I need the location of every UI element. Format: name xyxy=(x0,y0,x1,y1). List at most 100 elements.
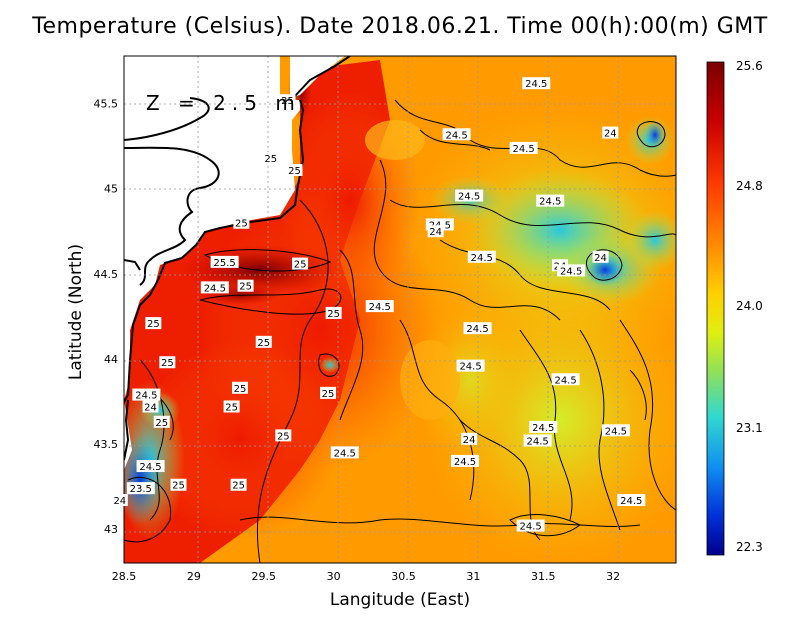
contour-label-bg xyxy=(223,400,240,413)
contour-label: 25 xyxy=(286,163,303,177)
contour-label: 25 xyxy=(320,386,337,400)
contour-label-text: 24 xyxy=(144,402,157,413)
contour-label-text: 24.5 xyxy=(204,283,226,294)
contour-label-text: 25 xyxy=(239,282,252,293)
x-tick-label: 30 xyxy=(327,570,341,583)
contour-label: 24.5 xyxy=(509,141,538,155)
x-tick-labels: 28.5 29 29.5 30 30.5 31 31.5 32 xyxy=(112,570,620,583)
contour-label: 25 xyxy=(145,317,162,330)
contour-label-text: 25 xyxy=(257,338,270,349)
contour-label: 25 xyxy=(233,216,250,230)
contour-label-bg xyxy=(132,388,161,401)
contour-label-bg xyxy=(617,494,646,507)
contour-label-text: 25 xyxy=(281,96,294,107)
contour-label-bg xyxy=(522,77,551,90)
contour-label: 24.5 xyxy=(365,300,394,313)
contour-label: 24.5 xyxy=(617,494,646,507)
contour-label-text: 25 xyxy=(264,154,277,165)
contour-label: 25 xyxy=(230,478,247,492)
contour-label-bg xyxy=(153,415,170,428)
contour-label: 24.5 xyxy=(463,322,492,335)
contour-label-text: 24.5 xyxy=(334,448,356,459)
contour-label-text: 24.5 xyxy=(369,302,391,313)
contour-label-text: 24.5 xyxy=(620,496,642,507)
contour-label: 25 xyxy=(262,152,279,165)
chart-title: Temperature (Celsius). Date 2018.06.21. … xyxy=(32,14,768,39)
colorbar-label: 25.6 xyxy=(736,59,763,73)
contour-label-text: 24.5 xyxy=(458,192,480,203)
contour-label-bg xyxy=(592,250,609,263)
contour-label: 24.5 xyxy=(557,264,586,277)
contour-label-text: 25 xyxy=(147,319,160,330)
contour-label-text: 25 xyxy=(277,431,290,442)
x-tick-label: 31.5 xyxy=(531,570,556,583)
x-tick-label: 32 xyxy=(606,570,620,583)
y-tick-label: 45.5 xyxy=(94,98,119,111)
contour-label-text: 24 xyxy=(594,253,607,264)
contour-label-text: 24.5 xyxy=(454,457,476,468)
contour-label-bg xyxy=(536,194,565,207)
contour-label-bg xyxy=(237,279,254,292)
contour-label-bg xyxy=(145,317,162,330)
contour-label-bg xyxy=(136,460,165,473)
contour-label-text: 23.5 xyxy=(130,484,152,495)
contour-label: 24 xyxy=(427,225,444,238)
contour-label-bg xyxy=(142,400,159,413)
contour-label: 24.5 xyxy=(456,359,485,373)
contour-label-bg xyxy=(159,356,176,369)
contour-label-bg xyxy=(461,432,478,445)
contour-label-bg xyxy=(442,128,471,141)
contour-label: 24.5 xyxy=(523,434,552,448)
contour-label-text: 24 xyxy=(463,435,476,446)
contour-label-bg xyxy=(427,225,444,238)
contour-label: 24.5 xyxy=(551,373,580,386)
contour-label: 25 xyxy=(231,381,248,395)
x-tick-label: 29 xyxy=(187,570,201,583)
contour-label-text: 24.5 xyxy=(539,197,561,208)
contour-label-bg xyxy=(463,322,492,335)
contour-label: 25 xyxy=(255,335,272,349)
contour-label: 24.5 xyxy=(455,189,484,203)
y-tick-label: 44.5 xyxy=(94,268,119,281)
contour-label: 24.5 xyxy=(132,388,161,402)
x-tick-label: 31 xyxy=(466,570,480,583)
contour-label-text: 25 xyxy=(172,481,185,492)
contour-label-bg xyxy=(233,216,250,229)
contour-label-bg xyxy=(279,94,296,107)
contour-label-text: 25 xyxy=(322,389,335,400)
contour-label-bg xyxy=(523,434,552,447)
contour-label: 25.5 xyxy=(210,255,239,269)
contour-label-bg xyxy=(320,386,337,399)
colorbar-label: 22.3 xyxy=(736,540,763,554)
contour-label-text: 25.5 xyxy=(213,258,235,269)
colorbar xyxy=(706,61,725,556)
contour-label: 24.5 xyxy=(601,424,630,437)
contour-label-text: 24.5 xyxy=(520,522,542,533)
contour-label-text: 24.5 xyxy=(445,130,467,141)
depth-label: Z = 2.5 m xyxy=(146,91,301,115)
contour-label-bg xyxy=(262,152,279,165)
contour-label: 24 xyxy=(111,494,128,507)
contour-label: 24.5 xyxy=(516,519,545,533)
y-axis-label: Latitude (North) xyxy=(66,243,86,381)
contour-label: 25 xyxy=(170,478,187,492)
contour-label-text: 25 xyxy=(327,309,340,320)
contour-label: 25 xyxy=(223,400,240,413)
y-tick-label: 43 xyxy=(104,523,118,536)
contour-label-text: 25 xyxy=(288,166,301,177)
contour-label-bg xyxy=(230,478,247,491)
contour-label-bg xyxy=(200,281,229,294)
contour-label: 24.5 xyxy=(467,250,496,264)
contour-label-text: 25 xyxy=(161,358,174,369)
contour-label-bg xyxy=(467,250,496,263)
contour-label: 25 xyxy=(153,415,170,429)
contour-label-bg xyxy=(231,381,248,394)
contour-label: 25 xyxy=(237,279,254,293)
contour-label-text: 24.5 xyxy=(554,375,576,386)
contour-label-bg xyxy=(455,189,484,202)
contour-label: 24.5 xyxy=(529,420,558,434)
contour-label-bg xyxy=(330,446,359,459)
colorbar-label: 24.8 xyxy=(736,179,763,193)
contour-label-bg xyxy=(551,373,580,386)
